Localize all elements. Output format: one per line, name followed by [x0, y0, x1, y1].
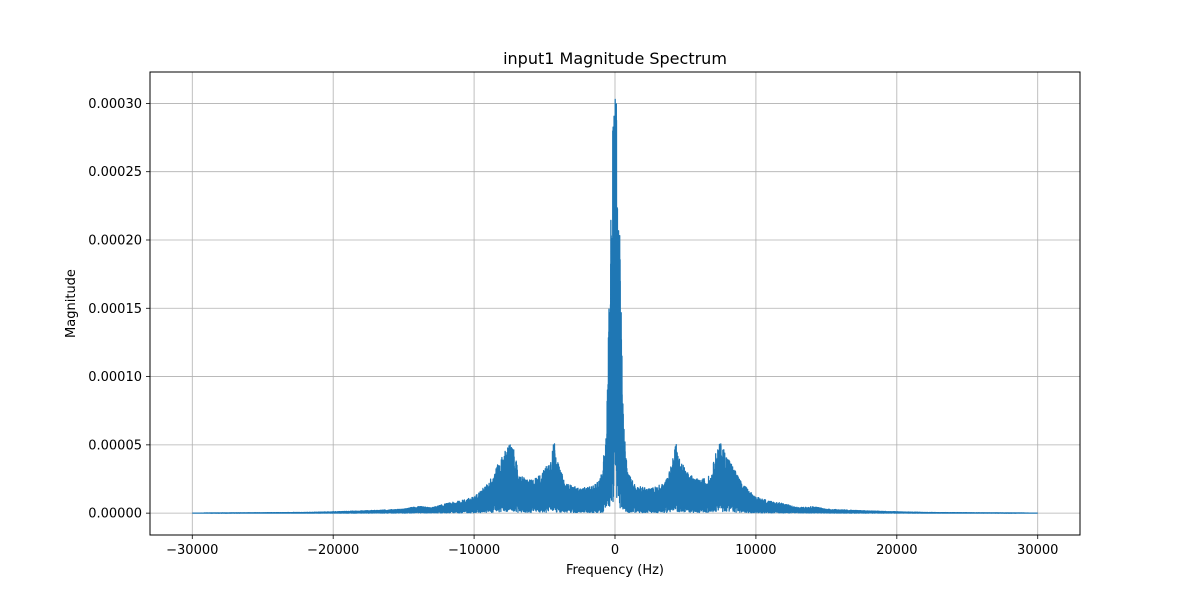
y-axis-label: Magnitude	[64, 269, 79, 338]
x-tick-label: −30000	[166, 543, 218, 558]
chart-title: input1 Magnitude Spectrum	[503, 49, 727, 68]
y-tick-label: 0.00005	[88, 438, 142, 453]
x-tick-label: 30000	[1017, 543, 1058, 558]
y-tick-label: 0.00030	[88, 97, 142, 112]
x-tick-label: −20000	[307, 543, 359, 558]
spectrum-series-line	[191, 98, 1039, 514]
x-tick-label: −10000	[448, 543, 500, 558]
y-tick-label: 0.00010	[88, 370, 142, 385]
ticks: −30000 −20000 −10000 0 10000 20000 30000 0.0000…	[88, 97, 1058, 558]
x-axis-label: Frequency (Hz)	[566, 563, 664, 578]
y-tick-label: 0.00020	[88, 233, 142, 248]
x-tick-label: 20000	[876, 543, 917, 558]
x-tick-label: 10000	[735, 543, 776, 558]
plot-area	[191, 98, 1039, 514]
y-tick-label: 0.00025	[88, 165, 142, 180]
y-tick-label: 0.00015	[88, 302, 142, 317]
x-tick-label: 0	[611, 543, 619, 558]
y-tick-label: 0.00000	[88, 507, 142, 522]
